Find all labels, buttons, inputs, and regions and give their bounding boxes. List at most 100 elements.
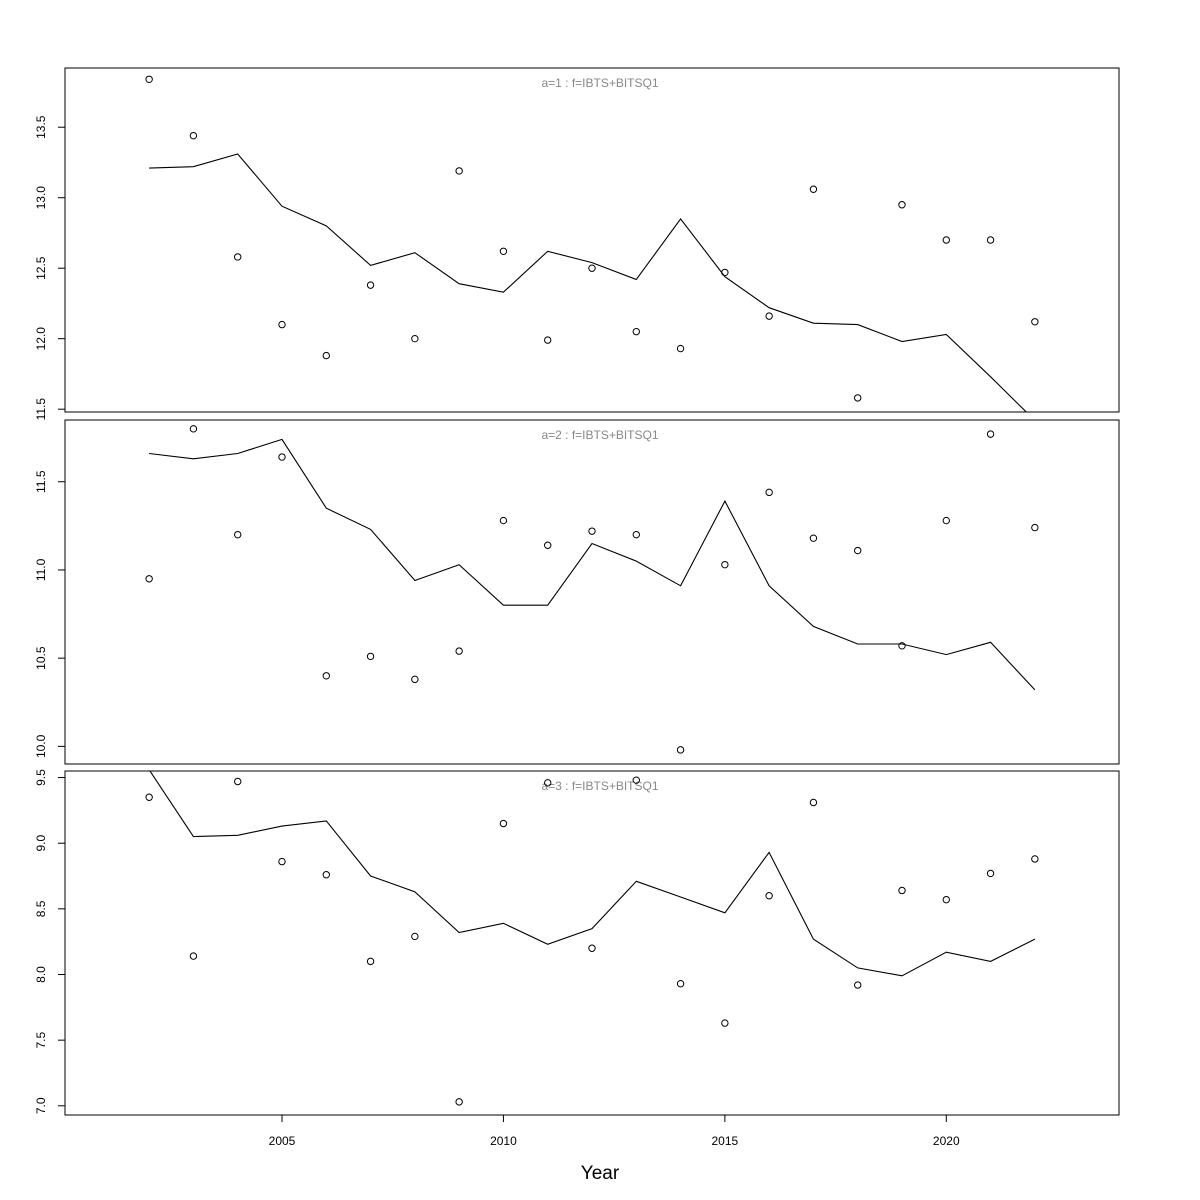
observed-point — [366, 957, 375, 966]
y-axis: 11.5 12.0 12.5 13.0 13.5 — [34, 115, 65, 420]
observed-point — [588, 264, 596, 272]
observed-point — [145, 793, 153, 801]
y-tick-label: 12.0 — [34, 327, 48, 351]
observed-point — [322, 871, 330, 879]
observed-point — [809, 534, 818, 542]
observed-point — [1031, 523, 1039, 532]
observed-point — [189, 131, 198, 140]
observed-point — [632, 530, 640, 539]
observed-point — [411, 675, 419, 684]
observed-point — [854, 981, 862, 989]
observed-point — [942, 236, 950, 244]
y-tick-label: 12.5 — [34, 256, 48, 280]
y-tick-label: 7.0 — [34, 1097, 48, 1114]
observed-point — [189, 952, 198, 960]
panel-frame — [64, 419, 1120, 765]
observed-point — [544, 541, 552, 549]
observed-point — [854, 394, 862, 402]
observed-point — [145, 575, 153, 583]
y-tick-label: 13.5 — [34, 115, 48, 139]
observed-point — [676, 344, 685, 353]
observed-point — [366, 652, 375, 661]
observed-point — [455, 647, 463, 655]
observed-point — [986, 236, 995, 244]
observed-point — [455, 167, 463, 175]
y-tick-label: 10.5 — [34, 646, 48, 670]
panels-group: a=1 : f=IBTS+BITSQ1 11.5 12.0 12.5 13.0 13.5 a… — [34, 67, 1120, 1116]
panel-3: a=3 : f=IBTS+BITSQ1 7.0 7.5 8.0 8.5 9.0 9.5 — [34, 769, 1120, 1116]
observed-point — [145, 75, 153, 83]
x-tick-label: 2015 — [712, 1134, 739, 1148]
observed-point — [1031, 855, 1039, 863]
observed-point — [322, 672, 330, 680]
observed-point — [809, 798, 818, 807]
panel-data — [145, 771, 1039, 1106]
panel-data — [145, 425, 1039, 754]
observed-point — [234, 530, 242, 539]
observed-point — [986, 869, 995, 878]
observed-point — [499, 516, 508, 525]
observed-point — [411, 334, 419, 343]
observed-point — [765, 312, 773, 320]
x-tick-label: 2020 — [933, 1134, 960, 1148]
fitted-line — [149, 771, 1036, 977]
observed-point — [721, 268, 729, 277]
observed-point — [411, 932, 419, 941]
fitted-line — [149, 438, 1036, 691]
observed-point — [854, 546, 862, 555]
panel-frame — [64, 770, 1120, 1116]
x-tick-label: 2005 — [269, 1134, 296, 1148]
panel-title: a=2 : f=IBTS+BITSQ1 — [541, 428, 658, 442]
y-tick-label: 11.5 — [34, 398, 48, 421]
x-axis-label: Year — [581, 1163, 620, 1184]
observed-point — [234, 253, 242, 261]
observed-point — [588, 527, 596, 535]
y-tick-label: 9.5 — [34, 769, 48, 786]
y-tick-label: 7.5 — [34, 1031, 48, 1048]
fitted-line — [149, 153, 1028, 412]
observed-point — [898, 642, 906, 650]
panel-frame — [64, 67, 1120, 413]
observed-point — [278, 453, 286, 461]
observed-point — [632, 776, 640, 784]
x-tick-label: 2010 — [490, 1134, 517, 1148]
y-tick-label: 13.0 — [34, 186, 48, 210]
observed-point — [765, 892, 773, 900]
observed-point — [544, 336, 552, 344]
observed-point — [765, 488, 773, 497]
observed-point — [544, 779, 552, 787]
panel-data — [145, 75, 1039, 412]
observed-point — [942, 516, 950, 525]
observed-point — [809, 185, 818, 193]
observed-point — [632, 327, 640, 336]
y-axis: 7.0 7.5 8.0 8.5 9.0 9.5 — [34, 769, 65, 1114]
panel-title: a=3 : f=IBTS+BITSQ1 — [541, 779, 658, 793]
y-tick-label: 11.5 — [34, 470, 48, 493]
x-axis: 2005 2010 2015 2020 — [269, 1114, 960, 1148]
observed-point — [986, 430, 995, 438]
observed-point — [499, 819, 508, 828]
observed-point — [366, 281, 375, 289]
observed-point — [898, 201, 906, 209]
observed-point — [499, 247, 508, 255]
y-tick-label: 10.0 — [34, 734, 48, 758]
observed-point — [721, 1019, 729, 1027]
panel-title: a=1 : f=IBTS+BITSQ1 — [541, 76, 658, 90]
observed-point — [942, 895, 950, 904]
y-tick-label: 11.0 — [34, 558, 48, 581]
y-tick-label: 8.0 — [34, 966, 48, 983]
observed-point — [676, 980, 685, 988]
y-tick-label: 8.5 — [34, 900, 48, 917]
panel-2: a=2 : f=IBTS+BITSQ1 10.0 10.5 11.0 11.5 — [34, 419, 1120, 765]
observed-point — [721, 560, 729, 569]
observed-point — [322, 351, 330, 360]
observed-point — [898, 886, 906, 895]
observed-point — [189, 425, 198, 433]
observed-point — [278, 320, 286, 329]
observed-point — [278, 857, 286, 866]
observed-point — [1031, 318, 1039, 326]
observed-point — [234, 777, 242, 786]
y-axis: 10.0 10.5 11.0 11.5 — [34, 470, 65, 758]
observed-point — [588, 944, 596, 952]
